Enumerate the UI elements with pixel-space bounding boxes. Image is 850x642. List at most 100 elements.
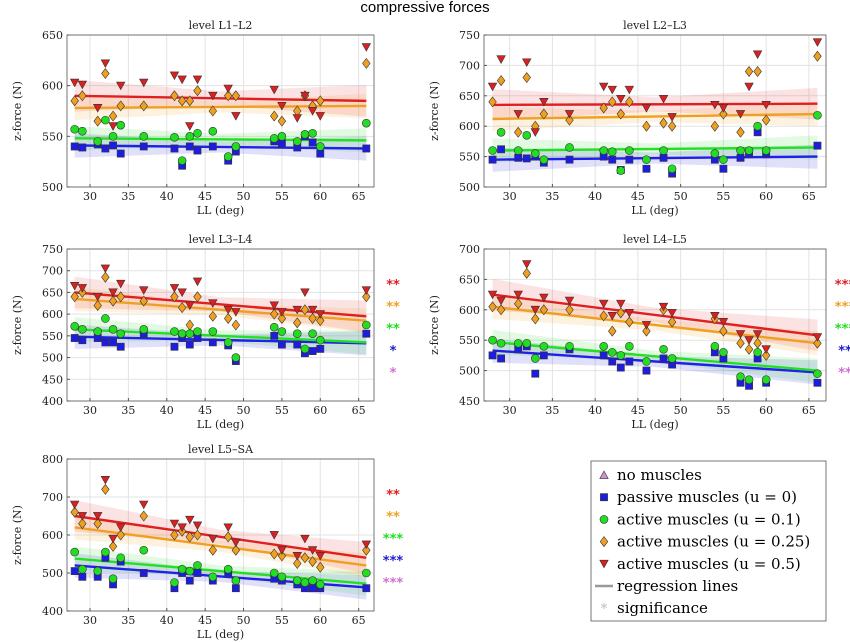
data-point	[667, 316, 677, 328]
data-point	[116, 100, 125, 112]
data-point	[607, 348, 617, 357]
data-point	[744, 336, 754, 345]
data-point	[293, 558, 302, 569]
data-point	[315, 112, 325, 121]
data-point	[539, 97, 549, 107]
chart-panel: 30 35 40 45 50 55 60 65 400 450 500 550 600 650 700 750…	[11, 233, 400, 431]
data-point	[598, 82, 609, 92]
data-point	[522, 58, 532, 67]
data-point	[185, 122, 195, 131]
data-point	[93, 518, 102, 530]
y-tick-label: 450	[42, 373, 63, 386]
data-point	[78, 564, 87, 574]
data-point	[659, 153, 668, 162]
data-point	[177, 564, 187, 574]
data-point	[496, 75, 506, 87]
data-point	[307, 305, 318, 315]
data-point	[231, 319, 241, 331]
data-point	[177, 75, 187, 85]
legend-label: active muscles (u = 0.25)	[617, 533, 810, 551]
data-point	[139, 569, 148, 577]
data-point	[193, 561, 202, 570]
x-tick-label: 30	[83, 190, 97, 203]
x-tick-label: 35	[121, 614, 135, 627]
data-point	[185, 132, 195, 141]
y-axis-label: z-force (N)	[428, 81, 441, 141]
data-point	[192, 521, 203, 531]
x-tick-label: 40	[160, 404, 174, 417]
data-point	[522, 260, 532, 269]
data-point	[616, 166, 626, 175]
data-point	[761, 345, 771, 354]
x-tick-label: 65	[352, 404, 366, 417]
x-tick-label: 50	[237, 614, 251, 627]
chart-panels: 30 35 40 45 50 55 60 65 500 550 600 650 level L1–L2 L…	[11, 19, 850, 641]
data-point	[616, 108, 625, 120]
y-tick-label: 750	[42, 243, 63, 256]
data-point	[308, 329, 317, 338]
data-point	[362, 544, 371, 556]
y-tick-label: 700	[459, 243, 480, 256]
data-point	[362, 584, 371, 593]
data-point	[139, 286, 149, 295]
data-point	[185, 576, 194, 585]
data-point	[116, 81, 126, 91]
significance-mark: ***	[383, 554, 404, 569]
y-tick-label: 750	[459, 29, 480, 42]
data-point	[69, 282, 80, 291]
data-point	[108, 534, 118, 544]
data-point	[761, 146, 771, 155]
data-point	[497, 354, 505, 363]
data-point	[108, 122, 118, 131]
data-point	[192, 277, 203, 287]
regression-line	[74, 514, 367, 559]
data-point	[223, 305, 233, 315]
data-points	[487, 38, 823, 178]
y-tick-label: 600	[459, 120, 480, 133]
y-tick-label: 400	[42, 605, 63, 618]
data-point	[116, 329, 126, 338]
data-point	[362, 57, 371, 69]
data-point	[185, 531, 194, 543]
data-point	[108, 574, 118, 584]
y-tick-label: 400	[42, 395, 63, 408]
data-point	[522, 267, 531, 279]
data-point	[522, 338, 532, 348]
x-tick-label: 35	[121, 404, 135, 417]
data-point	[277, 340, 286, 349]
data-point	[488, 351, 497, 360]
x-tick-label: 60	[313, 614, 327, 627]
data-point	[116, 120, 126, 130]
data-point	[101, 483, 110, 495]
x-tick-label: 50	[674, 404, 688, 417]
y-tick-label: 650	[42, 29, 63, 42]
data-point	[300, 304, 310, 316]
data-point	[667, 113, 677, 122]
data-point	[488, 335, 497, 345]
data-point	[139, 100, 148, 112]
data-point	[208, 338, 217, 347]
data-point	[565, 114, 574, 126]
data-point	[116, 523, 126, 533]
data-point	[78, 572, 87, 581]
data-point	[607, 85, 617, 95]
data-point	[599, 102, 608, 114]
data-point	[193, 291, 202, 303]
data-point	[269, 134, 279, 143]
data-point	[269, 322, 279, 332]
x-tick-label: 55	[275, 614, 289, 627]
data-point	[658, 94, 669, 104]
data-point	[101, 547, 110, 557]
data-point	[659, 354, 668, 363]
x-tick-label: 35	[545, 404, 559, 417]
data-point	[735, 110, 746, 119]
plot-frame	[66, 34, 375, 188]
legend-item: * significance	[601, 599, 708, 617]
data-point	[185, 301, 195, 311]
data-point	[496, 304, 506, 316]
data-point	[292, 329, 302, 338]
data-point	[139, 510, 148, 522]
data-points	[69, 475, 372, 593]
data-point	[70, 547, 79, 557]
